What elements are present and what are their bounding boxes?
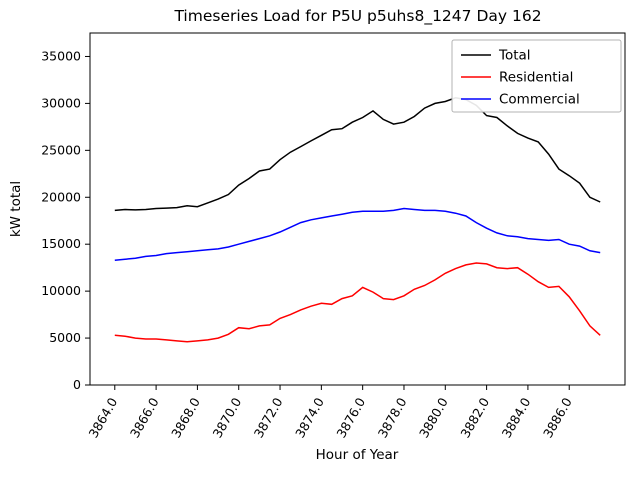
x-axis-label: Hour of Year <box>316 447 399 463</box>
legend-label-residential: Residential <box>499 70 573 86</box>
y-tick-label: 35000 <box>41 48 81 63</box>
x-tick-label: 3870.0 <box>209 395 244 440</box>
legend-box <box>451 39 622 113</box>
y-tick-label: 0 <box>73 377 81 392</box>
legend-label-total: Total <box>498 48 531 64</box>
plot-lines <box>114 97 601 343</box>
x-tick-label: 3880.0 <box>416 395 451 440</box>
x-tick-label: 3868.0 <box>168 395 203 440</box>
legend-label-commercial: Commercial <box>499 92 580 108</box>
series-line-total <box>114 97 601 212</box>
y-axis-ticks: 0 5000 10000 15000 20000 25000 30000 35000 <box>41 48 90 392</box>
x-tick-label: 3872.0 <box>251 395 286 440</box>
x-axis-ticks: 3864.0 3866.0 3868.0 3870.0 3872.0 3874.0 3876… <box>86 385 575 440</box>
legend: Total Residential Commercial <box>451 39 622 113</box>
x-tick-label: 3878.0 <box>375 395 410 440</box>
chart-title: Timeseries Load for P5U p5uhs8_1247 Day … <box>173 7 541 26</box>
plot-border <box>89 32 626 386</box>
y-tick-label: 30000 <box>41 95 81 110</box>
x-tick-label: 3874.0 <box>292 395 327 440</box>
x-tick-label: 3882.0 <box>457 395 492 440</box>
y-axis-label: kW total <box>8 181 24 237</box>
y-tick-label: 15000 <box>41 236 81 251</box>
x-tick-label: 3866.0 <box>127 395 162 440</box>
x-tick-label: 3876.0 <box>333 395 368 440</box>
x-tick-label: 3884.0 <box>499 395 534 440</box>
y-tick-label: 20000 <box>41 189 81 204</box>
y-tick-label: 5000 <box>49 330 81 345</box>
x-tick-label: 3886.0 <box>540 395 575 440</box>
x-tick-label: 3864.0 <box>86 395 121 440</box>
y-tick-label: 25000 <box>41 142 81 157</box>
series-line-commercial <box>114 207 601 261</box>
y-tick-label: 10000 <box>41 283 81 298</box>
series-line-residential <box>114 262 601 343</box>
